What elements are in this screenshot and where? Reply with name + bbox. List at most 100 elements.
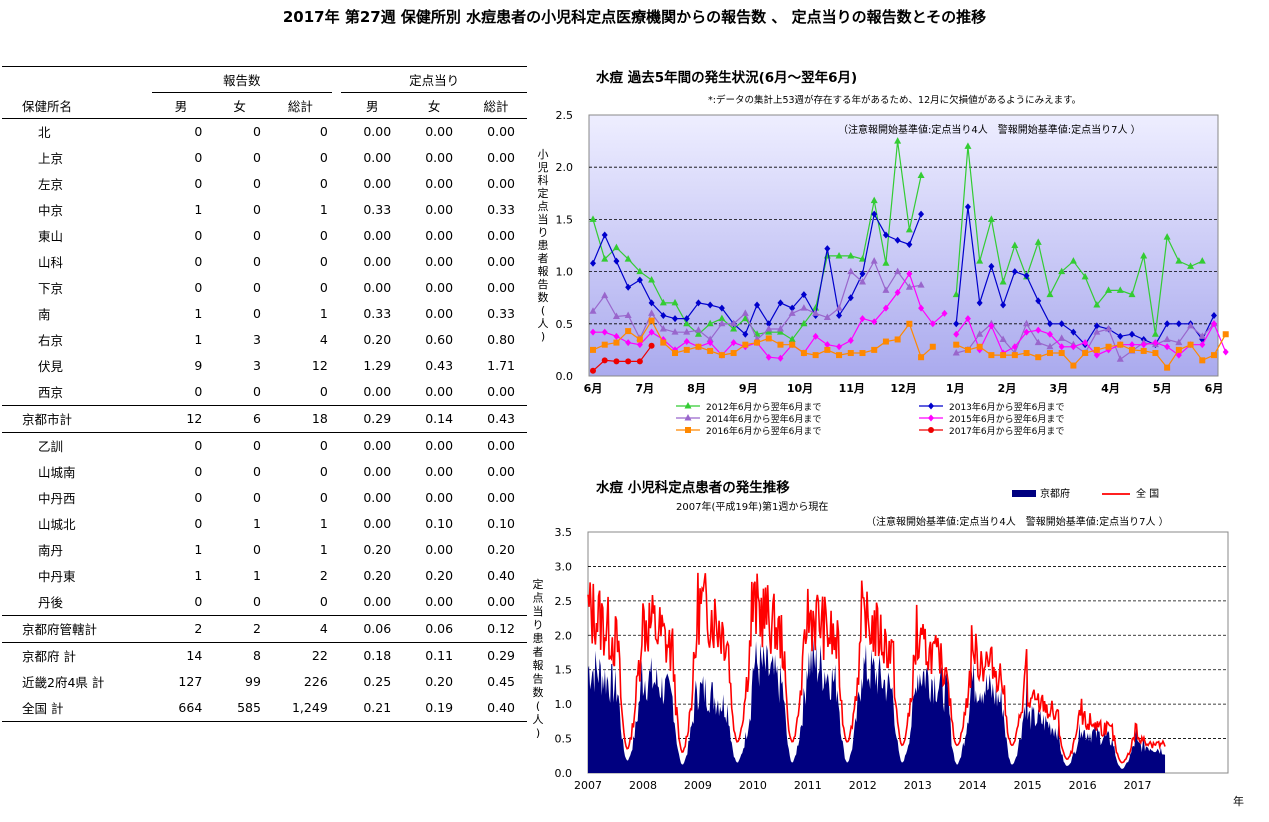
- cell-female-per: 0.00: [425, 202, 454, 217]
- cell-total-per: 0.00: [487, 384, 515, 399]
- chart1-point: [1175, 346, 1182, 353]
- chart1-point: [601, 255, 609, 262]
- cell-female-per: 0.00: [425, 228, 454, 243]
- chart1-point: [964, 142, 972, 149]
- chart1-point: [695, 299, 702, 307]
- chart1-point: [789, 341, 796, 348]
- chart2-xtick: 2007: [574, 779, 602, 792]
- chart1-point: [777, 299, 784, 307]
- chart2-ylabel-char: 点: [533, 592, 544, 605]
- cell-female-per: 0.00: [425, 306, 454, 321]
- chart1-point: [847, 267, 855, 275]
- chart1-point: [812, 352, 819, 359]
- chart1-point: [929, 320, 936, 328]
- cell-total-per: 0.40: [487, 568, 515, 583]
- cell-female: 0: [252, 594, 261, 609]
- chart1-point: [1152, 350, 1159, 357]
- col-header-total: 総計: [268, 92, 332, 118]
- chart1-point: [1070, 343, 1077, 351]
- cell-male-per: 0.00: [363, 438, 392, 453]
- chart1-plot-area: [588, 114, 1219, 377]
- chart1-point: [953, 341, 960, 348]
- chart1-point: [765, 335, 772, 342]
- cell-total: 22: [311, 648, 328, 663]
- cell-male: 0: [194, 464, 203, 479]
- chart1-point: [590, 259, 596, 267]
- chart1-point: [648, 309, 656, 316]
- five-year-chart: 水痘 過去5年間の発生状況(6月～翌年6月) *:データの集計上53週が存在する…: [538, 69, 1229, 437]
- chart1-legend-item: 2017年6月から翌年6月まで: [919, 425, 1064, 437]
- chart1-point: [812, 309, 820, 316]
- chart1-point: [1117, 341, 1124, 348]
- cell-female-per: 0.00: [425, 594, 454, 609]
- chart1-xtick: 6月: [584, 382, 603, 395]
- chart1-point: [858, 278, 866, 285]
- chart1-point: [859, 270, 866, 278]
- chart1-xtick: 2月: [998, 382, 1017, 395]
- chart1-point: [976, 257, 984, 264]
- cell-total-per: 0.33: [487, 306, 515, 321]
- cell-total: 226: [303, 674, 328, 689]
- chart1-point: [777, 354, 784, 362]
- chart1-point: [1081, 272, 1089, 280]
- chart1-legend-item: 2016年6月から翌年6月まで: [676, 425, 821, 437]
- chart1-point: [976, 330, 984, 337]
- chart1-subtitle: *:データの集計上53週が存在する年があるため、12月に欠損値があるようにみえま…: [708, 94, 1081, 106]
- row-name: 上京: [38, 151, 64, 166]
- chart1-point: [987, 215, 995, 222]
- cell-total: 0: [319, 124, 328, 139]
- chart1-point: [1105, 343, 1112, 350]
- chart1-point: [648, 342, 655, 349]
- chart1-point: [648, 275, 656, 283]
- cell-total: 2: [319, 568, 328, 583]
- cell-total-per: 0.00: [487, 438, 515, 453]
- chart2-legend-item: 全 国: [1102, 487, 1159, 500]
- chart1-point: [917, 171, 925, 179]
- row-name: 南: [38, 307, 51, 322]
- chart1-point: [776, 325, 784, 332]
- cell-total-per: 0.40: [487, 700, 515, 715]
- chart2-ylabel-char: 当: [533, 604, 544, 618]
- cell-female-per: 0.19: [425, 700, 454, 715]
- chart2-ylabel-char: ): [536, 727, 540, 740]
- cell-total: 0: [319, 228, 328, 243]
- cell-male-per: 0.20: [363, 542, 392, 557]
- cell-male-per: 0.00: [363, 228, 392, 243]
- chart1-point: [659, 298, 667, 306]
- chart1-point: [824, 346, 831, 353]
- chart2-ytick: 3.0: [555, 560, 573, 573]
- chart1-point: [882, 259, 890, 266]
- cell-total: 0: [319, 280, 328, 295]
- chart1-annotation: （注意報開始基準値:定点当り4人 警報開始基準値:定点当り7人 ）: [838, 123, 1141, 136]
- cell-female: 0: [252, 306, 261, 321]
- chart2-ytick: 0.5: [555, 733, 573, 746]
- chart1-point: [706, 319, 714, 327]
- chart1-point: [894, 236, 901, 244]
- chart1-point: [636, 358, 643, 365]
- chart1-point: [905, 225, 913, 233]
- chart1-point: [1093, 328, 1101, 335]
- chart1-point: [624, 255, 632, 262]
- cell-male: 1: [194, 332, 203, 347]
- chart1-point: [1058, 334, 1066, 341]
- chart1-point: [718, 319, 726, 327]
- cell-total-per: 1.71: [487, 358, 515, 373]
- cell-total: 4: [319, 332, 328, 347]
- chart1-point: [742, 330, 749, 338]
- chart1-point: [928, 414, 934, 422]
- cell-total: 0: [319, 254, 328, 269]
- chart2-xtick: 2016: [1069, 779, 1097, 792]
- chart1-point: [1198, 332, 1206, 339]
- cell-total: 1: [319, 542, 328, 557]
- chart1-point: [636, 267, 644, 275]
- chart1-point: [648, 317, 655, 324]
- cell-total: 1: [319, 516, 328, 531]
- cell-female-per: 0.00: [425, 150, 454, 165]
- chart1-xtick: 8月: [687, 382, 706, 395]
- chart1-point: [929, 343, 936, 350]
- cell-male: 664: [178, 700, 203, 715]
- chart1-point: [1046, 290, 1054, 298]
- chart1-point: [754, 301, 761, 309]
- table-row: 全国 計 664 585 1,249 0.21 0.19 0.40: [2, 695, 527, 721]
- chart2-plot-area: [587, 531, 1229, 774]
